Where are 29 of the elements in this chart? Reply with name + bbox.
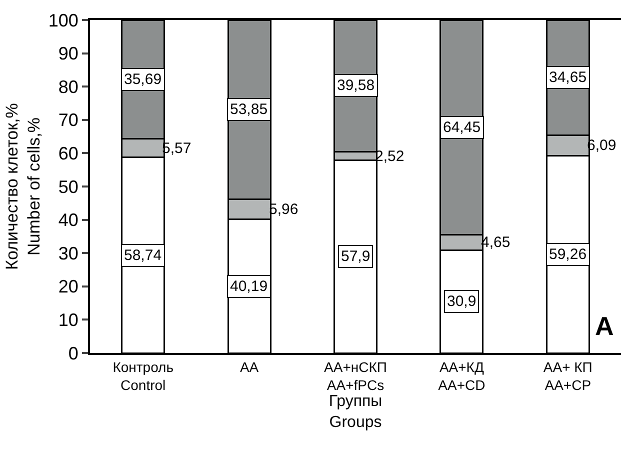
y-tick-label: 30 [58,243,78,264]
data-label: 59,26 [549,246,587,263]
y-tick-label: 80 [58,76,78,97]
x-axis-title: Группы Groups [328,393,382,431]
y-tick-label: 0 [68,343,78,364]
data-label: 30,9 [447,293,476,310]
x-tick-label: АА+КД АА+CD [438,358,486,393]
y-tick-label: 50 [58,176,78,197]
annotation: A [595,311,614,341]
x-tick-label: АА+нСКП АА+fPCs [324,358,387,393]
data-label: 40,19 [230,278,268,295]
data-label: 39,58 [337,77,375,94]
y-axis-title: Количество клеток,% Number of cells,% [2,103,44,270]
data-label: 35,69 [124,71,162,88]
y-tick-label: 20 [58,276,78,297]
y-tick-label: 70 [58,110,78,130]
data-label: 64,45 [443,119,481,136]
y-tick-label: 10 [58,310,78,330]
y-tick-label: 100 [48,10,78,30]
y-tick-label: 90 [58,44,78,64]
y-tick-label: 40 [58,210,78,230]
data-label: 58,74 [124,247,162,264]
data-label: 53,85 [230,101,268,118]
data-label: 57,9 [341,248,370,265]
y-tick-label: 60 [58,144,78,164]
x-tick-label: Контроль Control [112,358,174,393]
x-tick-label: АА+ КП АА+CP [543,358,592,393]
x-tick-label: АА [240,358,260,375]
data-label: 34,65 [549,69,587,86]
